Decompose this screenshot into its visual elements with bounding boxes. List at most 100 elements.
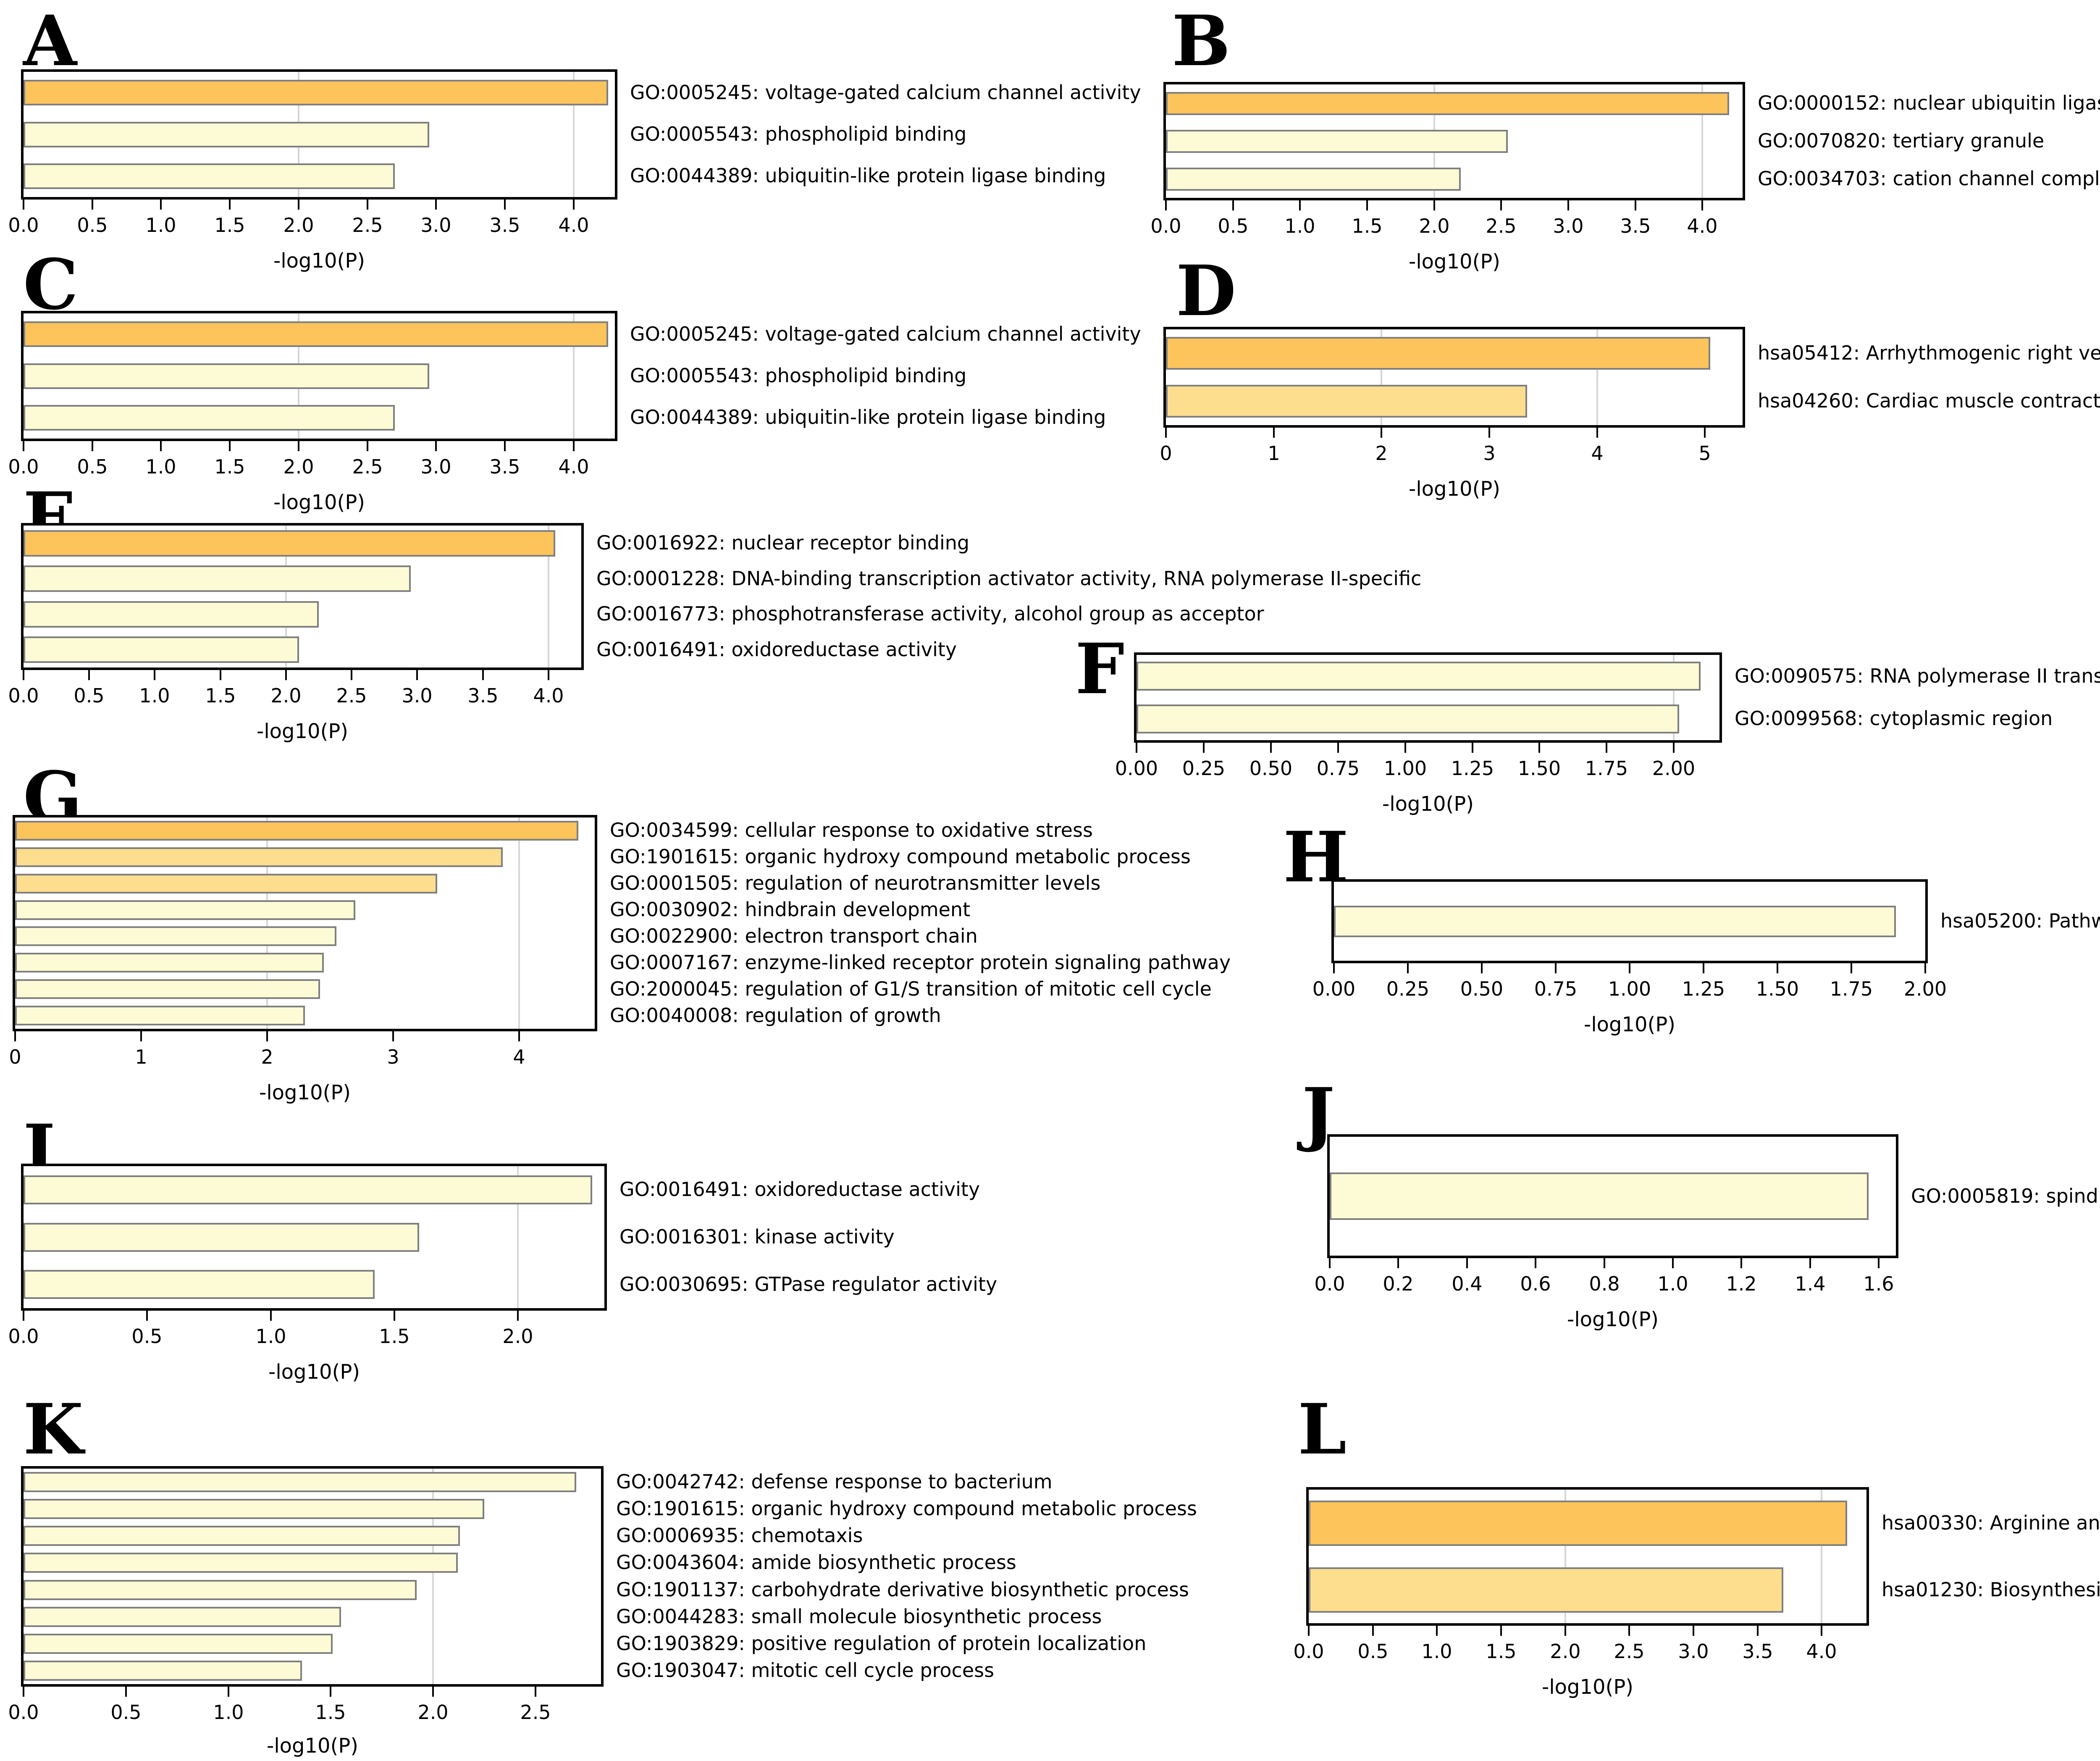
bar	[15, 874, 437, 894]
panel-letter-k: K	[23, 1388, 84, 1470]
bar-label: hsa00330: Arginine and proline metabolis…	[1882, 1511, 2100, 1534]
gridline	[573, 72, 575, 197]
tick-label: 1.75	[1585, 757, 1628, 780]
bar-label: GO:2000045: regulation of G1/S transitio…	[610, 978, 1212, 1000]
bar	[24, 80, 608, 105]
axis-tick	[1337, 743, 1339, 753]
axis-tick	[1481, 963, 1483, 973]
tick-label: 5	[1698, 442, 1711, 465]
tick-label: 3	[387, 1046, 399, 1068]
axis-tick	[298, 200, 299, 210]
tick-label: 3.0	[420, 214, 452, 237]
axis-tick	[228, 1687, 229, 1697]
axis-tick	[504, 441, 506, 451]
axis-tick	[1500, 1626, 1502, 1636]
axis-tick	[1466, 1258, 1468, 1268]
axis-tick	[1535, 1258, 1536, 1268]
tick-label: 3.0	[1678, 1640, 1709, 1663]
tick-label: 1.5	[315, 1701, 346, 1724]
axis-tick	[1165, 200, 1167, 210]
bar-label: GO:0042742: defense response to bacteriu…	[616, 1470, 1053, 1493]
tick-label: 0.75	[1534, 978, 1578, 1000]
tick-label: 0.5	[74, 684, 105, 707]
axis-tick	[266, 1031, 268, 1041]
tick-label: 1.50	[1756, 978, 1799, 1000]
tick-label: 2.0	[1419, 215, 1450, 237]
axis-tick	[146, 1311, 148, 1321]
panel-letter-c: C	[23, 244, 79, 325]
axis-tick	[367, 441, 368, 451]
bar	[24, 1175, 592, 1204]
axis-tick	[435, 200, 437, 210]
tick-label: 0.5	[1357, 1640, 1389, 1663]
bar-label: GO:0001228: DNA-binding transcription ac…	[596, 567, 1422, 590]
plot-area	[1331, 879, 1928, 963]
tick-label: 2.0	[283, 214, 314, 237]
tick-label: 0.25	[1182, 757, 1226, 780]
tick-label: 3.0	[420, 455, 452, 478]
tick-label: 1.5	[214, 214, 245, 237]
bar	[15, 847, 503, 867]
tick-label: 2.5	[352, 214, 383, 237]
tick-label: 0	[1160, 442, 1172, 465]
tick-label: 2.0	[502, 1325, 533, 1348]
tick-label: 3.0	[402, 684, 433, 707]
axis-tick	[23, 200, 24, 210]
bar-label: GO:0030902: hindbrain development	[610, 898, 971, 921]
axis-tick	[1329, 1258, 1331, 1268]
axis-title: -log10(P)	[1409, 477, 1500, 501]
plot-area	[21, 69, 617, 200]
panel-letter-l: L	[1298, 1388, 1347, 1470]
axis-tick	[1704, 428, 1706, 438]
tick-label: 2.5	[520, 1701, 551, 1724]
bar	[1137, 662, 1701, 691]
bar-label: GO:0005819: spindle	[1911, 1185, 2100, 1207]
panel-letter-d: D	[1176, 250, 1236, 331]
bar-label: GO:0016922: nuclear receptor binding	[596, 531, 970, 554]
tick-label: 0.0	[1150, 215, 1181, 237]
bar	[15, 821, 578, 841]
axis-tick	[535, 1687, 536, 1697]
tick-label: 2	[1375, 442, 1388, 465]
tick-label: 1.6	[1863, 1272, 1894, 1295]
tick-label: 2.0	[283, 455, 314, 478]
bar-label: GO:0044389: ubiquitin-like protein ligas…	[630, 406, 1106, 428]
plot-area	[13, 815, 597, 1031]
tick-label: 1.0	[145, 214, 176, 237]
bar-label: hsa01230: Biosynthesis of amino acids	[1882, 1578, 2100, 1601]
tick-label: 2.5	[1614, 1640, 1645, 1663]
bar	[24, 1661, 302, 1681]
bar-label: GO:0016491: oxidoreductase activity	[596, 638, 957, 661]
axis-tick	[548, 670, 549, 680]
tick-label: 3.5	[489, 455, 520, 478]
axis-tick	[432, 1687, 434, 1697]
tick-label: 1.2	[1726, 1272, 1757, 1295]
tick-label: 0.75	[1316, 757, 1360, 780]
tick-label: 1.0	[1657, 1272, 1688, 1295]
gridline	[285, 526, 287, 668]
axis-tick	[394, 1311, 395, 1321]
bar	[15, 926, 336, 946]
tick-label: 4.0	[1687, 215, 1718, 237]
gridline	[573, 313, 575, 439]
tick-label: 3.0	[1553, 215, 1584, 237]
axis-tick	[392, 1031, 394, 1041]
axis-tick	[1436, 1626, 1438, 1636]
bar	[24, 1223, 419, 1252]
tick-label: 1.0	[1284, 215, 1315, 237]
bar-label: GO:0099568: cytoplasmic region	[1735, 707, 2053, 730]
bar	[1137, 704, 1679, 733]
bar-label: hsa04260: Cardiac muscle contraction	[1758, 389, 2100, 412]
axis-title: -log10(P)	[273, 491, 365, 514]
tick-label: 4.0	[1806, 1640, 1837, 1663]
bar	[1309, 1501, 1847, 1546]
bar	[24, 1270, 375, 1299]
bar	[24, 1499, 484, 1519]
axis-tick	[1564, 1626, 1566, 1636]
bar	[24, 565, 411, 592]
bar-label: GO:0040008: regulation of growth	[610, 1004, 941, 1027]
axis-tick	[1404, 743, 1406, 753]
axis-tick	[1821, 1626, 1822, 1636]
axis-tick	[1629, 963, 1630, 973]
bar-label: GO:0034599: cellular response to oxidati…	[610, 819, 1093, 841]
